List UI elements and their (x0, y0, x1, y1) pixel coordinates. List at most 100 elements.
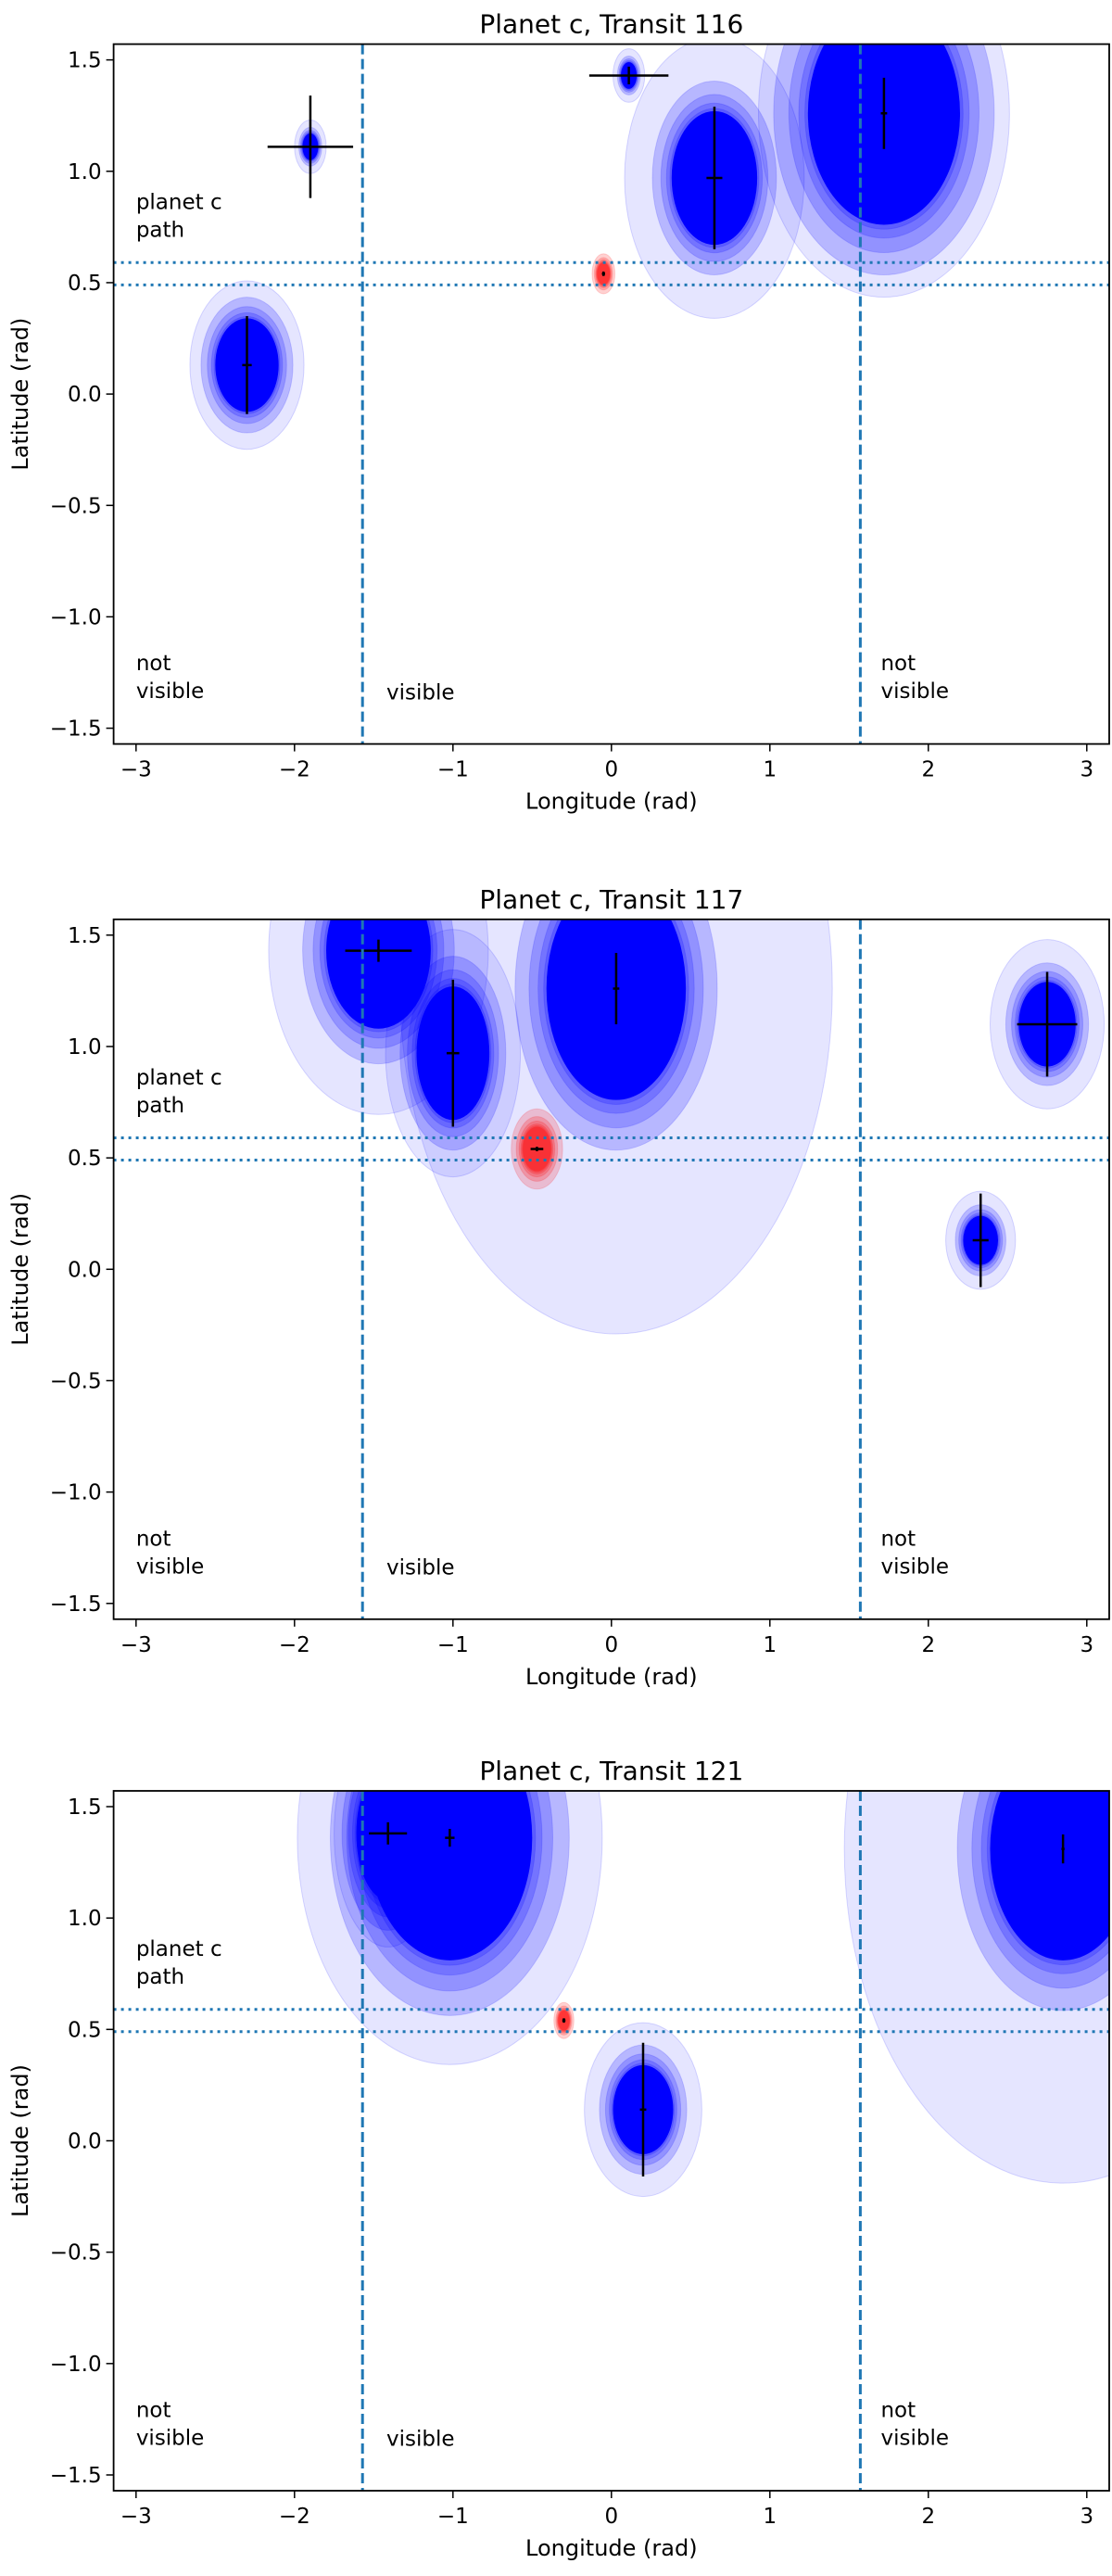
candidate-error-bar (242, 315, 252, 414)
candidate-error-bar (613, 953, 620, 1024)
y-tick-label: 0.5 (68, 272, 102, 296)
y-tick-label: 0.0 (68, 2130, 102, 2154)
annotation-text: not (136, 2399, 171, 2423)
y-axis-label: Latitude (rad) (7, 1193, 33, 1346)
candidate-error-bar (446, 979, 460, 1127)
annotation-text: path (136, 1094, 184, 1118)
x-tick-label: 1 (763, 1633, 777, 1657)
candidate-error-bar (369, 1821, 408, 1845)
annotation-text: visible (136, 679, 205, 704)
annotation-text: path (136, 1965, 184, 1989)
y-tick-label: 0.0 (68, 1258, 102, 1282)
candidate-error-bar (588, 66, 669, 85)
chart-panel-2: planet c path not visible visible not visible −… (7, 1756, 1110, 2561)
annotation-text: path (136, 219, 184, 243)
annotation-text: not (880, 2399, 916, 2423)
candidate-probability-blob (268, 919, 489, 1115)
y-tick-label: −0.5 (50, 1369, 102, 1393)
chart-title: Planet c, Transit 117 (479, 884, 743, 915)
candidate-probability-blob (843, 1791, 1110, 2184)
candidate-error-bar (1061, 1834, 1065, 1864)
y-tick-label: 1.0 (68, 1035, 102, 1060)
x-tick-label: 0 (604, 758, 618, 782)
candidate-error-bar (1017, 971, 1078, 1077)
x-tick-label: 3 (1080, 2505, 1093, 2529)
candidate-error-bar (880, 77, 888, 149)
x-tick-label: −2 (279, 758, 310, 782)
y-axis-label: Latitude (rad) (7, 2064, 33, 2217)
candidate-error-bar (445, 1829, 455, 1847)
y-tick-label: −1.0 (50, 2353, 102, 2377)
y-tick-label: 1.5 (68, 1796, 102, 1820)
annotation-text: visible (136, 1554, 205, 1579)
candidate-error-bar (706, 107, 723, 249)
x-tick-label: 2 (921, 1633, 935, 1657)
x-tick-label: −3 (120, 1633, 152, 1657)
x-tick-label: 1 (763, 2505, 777, 2529)
x-tick-label: −1 (437, 1633, 469, 1657)
chart-panel-0: planet c path not visible visible not visible −… (7, 9, 1110, 815)
y-tick-label: −1.5 (50, 1593, 102, 1617)
annotation-text: not (880, 1527, 916, 1551)
x-tick-label: 3 (1080, 758, 1093, 782)
x-axis-label: Longitude (rad) (525, 789, 698, 815)
chart-panel-1: planet c path not visible visible not visible −… (7, 884, 1110, 1690)
y-tick-label: 1.5 (68, 924, 102, 948)
plot-area (113, 1791, 1110, 2491)
x-tick-label: 1 (763, 758, 777, 782)
y-tick-label: −1.5 (50, 2464, 102, 2488)
y-tick-label: 0.0 (68, 383, 102, 407)
x-tick-label: −2 (279, 2505, 310, 2529)
y-tick-label: 1.0 (68, 160, 102, 184)
annotation-text: not (880, 652, 916, 676)
y-tick-label: −0.5 (50, 494, 102, 518)
x-axis-label: Longitude (rad) (525, 2535, 698, 2561)
planet-error-bar (601, 271, 605, 276)
x-tick-label: −1 (437, 758, 469, 782)
x-tick-label: −2 (279, 1633, 310, 1657)
blob-contour-core (367, 1791, 533, 1961)
y-tick-label: −1.5 (50, 717, 102, 742)
x-tick-label: −3 (120, 758, 152, 782)
annotation-text: visible (880, 1554, 949, 1579)
x-tick-label: 0 (604, 1633, 618, 1657)
x-tick-label: 2 (921, 2505, 935, 2529)
y-tick-label: 0.5 (68, 1147, 102, 1171)
y-tick-label: 1.5 (68, 49, 102, 73)
annotation-text: not (136, 652, 171, 676)
y-tick-label: 0.5 (68, 2018, 102, 2042)
annotation-text: not (136, 1527, 171, 1551)
annotation-text: planet c (136, 1066, 222, 1090)
x-tick-label: 0 (604, 2505, 618, 2529)
y-tick-label: −1.0 (50, 605, 102, 629)
candidate-error-bar (639, 2042, 647, 2176)
annotation-text: planet c (136, 191, 222, 215)
plot-area (113, 44, 1109, 744)
chart-title: Planet c, Transit 121 (479, 1756, 743, 1786)
chart-title: Planet c, Transit 116 (479, 9, 743, 40)
y-axis-label: Latitude (rad) (7, 318, 33, 471)
planet-error-bar (562, 2018, 566, 2024)
annotation-text: visible (386, 680, 455, 704)
annotation-text: visible (880, 679, 949, 704)
candidate-error-bar (972, 1193, 989, 1288)
y-tick-label: 1.0 (68, 1907, 102, 1931)
plot-area (113, 919, 1109, 1619)
blob-contour-outer (399, 919, 833, 1335)
x-tick-label: 3 (1080, 1633, 1093, 1657)
annotation-text: visible (880, 2427, 949, 2451)
annotation-text: visible (386, 2428, 455, 2452)
x-tick-label: 2 (921, 758, 935, 782)
candidate-error-bar (345, 939, 412, 962)
annotation-text: visible (386, 1556, 455, 1580)
planet-error-bar (530, 1147, 544, 1151)
x-axis-label: Longitude (rad) (525, 1664, 698, 1690)
annotation-text: planet c (136, 1937, 222, 1961)
blob-contour-core (326, 919, 431, 1029)
y-tick-label: −0.5 (50, 2241, 102, 2265)
annotation-text: visible (136, 2427, 205, 2451)
blob-contour-core (990, 1791, 1110, 1961)
y-tick-label: −1.0 (50, 1481, 102, 1505)
x-tick-label: −1 (437, 2505, 469, 2529)
